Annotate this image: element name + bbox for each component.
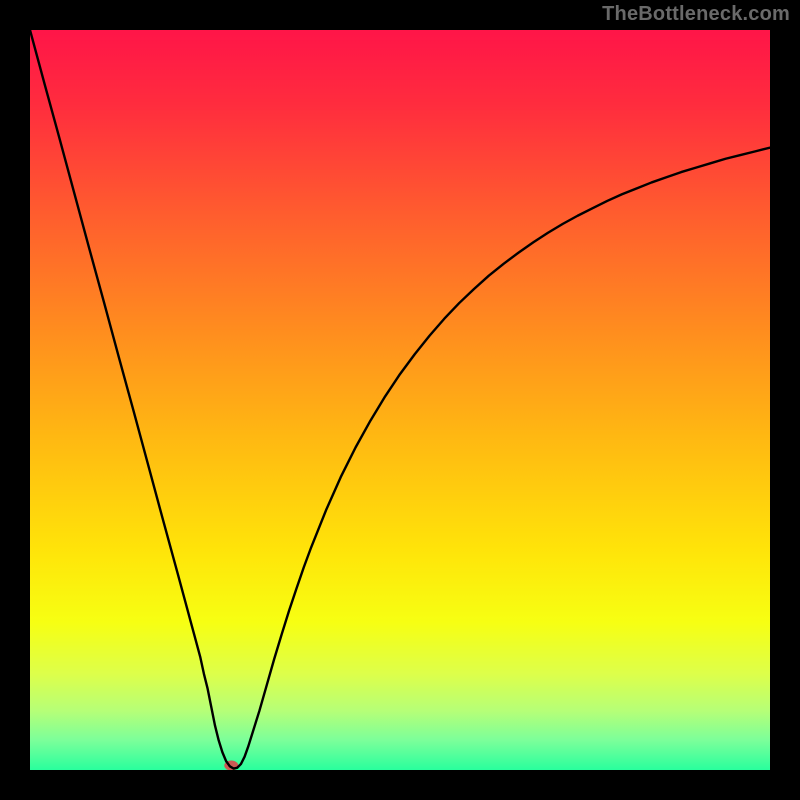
chart-svg [30, 30, 770, 770]
chart-background [30, 30, 770, 770]
plot-area [30, 30, 770, 770]
chart-frame: TheBottleneck.com [0, 0, 800, 800]
attribution-text: TheBottleneck.com [602, 3, 790, 26]
